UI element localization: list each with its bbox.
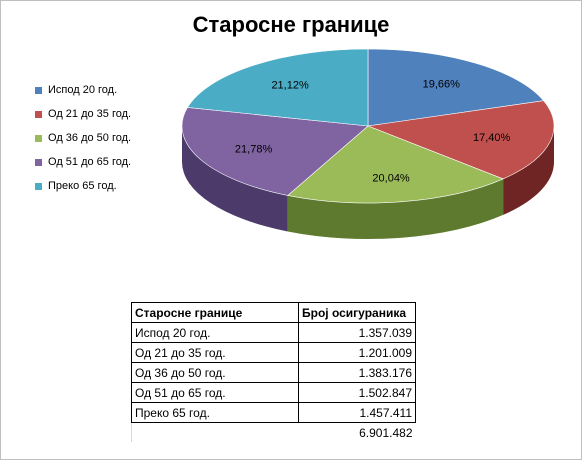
table-cell: Од 21 до 35 год. (131, 342, 299, 363)
legend-label: Од 21 до 35 год. (48, 108, 132, 120)
table-cell: 1.357.039 (298, 322, 416, 343)
legend-swatch (35, 86, 42, 94)
legend: Испод 20 год. Од 21 до 35 год. Од 36 до … (35, 78, 131, 198)
pie-sides (182, 126, 554, 239)
table-total: 6.901.482 (359, 425, 413, 440)
pie-slice-side (503, 126, 554, 215)
table-row: Од 36 до 50 год. 1.383.176 (131, 362, 416, 383)
table-cell: 1.201.009 (298, 342, 416, 363)
table-cell: 1.383.176 (298, 362, 416, 383)
pie-slice (287, 125, 504, 204)
table-row: Испод 20 год. 1.357.039 (131, 322, 416, 343)
table-cell: Испод 20 год. (131, 322, 299, 343)
pie-slices (181, 48, 555, 204)
legend-swatch (35, 158, 42, 166)
column-header: Старосне границе (131, 302, 299, 323)
legend-label: Од 51 до 65 год. (48, 156, 132, 168)
table-cell: Од 36 до 50 год. (131, 362, 299, 383)
data-label: 21,12% (271, 80, 309, 92)
pie-chart: 19,66% 17,40% 20,04% 21,78% 21,12% (181, 48, 555, 239)
table-row: Од 21 до 35 год. 1.201.009 (131, 342, 416, 363)
data-table: Старосне границе Број осигураника Испод … (131, 302, 416, 442)
table-header-row: Старосне границе Број осигураника (131, 302, 416, 323)
legend-item: Испод 20 год. (35, 78, 131, 102)
table-cell: Преко 65 год. (131, 402, 299, 423)
legend-item: Од 21 до 35 год. (35, 102, 131, 126)
legend-label: Од 36 до 50 год. (48, 132, 132, 144)
data-label: 20,04% (372, 172, 410, 184)
table-cell (131, 422, 299, 442)
table-cell: Од 51 до 65 год. (131, 382, 299, 403)
pie-slice (186, 48, 369, 127)
table-row: Преко 65 год. 1.457.411 (131, 402, 416, 423)
legend-label: Испод 20 год. (48, 84, 118, 96)
table-row: Од 51 до 65 год. 1.502.847 (131, 382, 416, 403)
legend-swatch (35, 110, 42, 118)
legend-swatch (35, 134, 42, 142)
legend-item: Од 36 до 50 год. (35, 126, 131, 150)
data-label: 19,66% (423, 78, 461, 90)
chart-title: Старосне границе (192, 12, 390, 37)
pie-slice-side (182, 126, 288, 232)
pie-slice (366, 100, 555, 180)
legend-swatch (35, 182, 42, 190)
data-label: 17,40% (473, 132, 511, 144)
pie-slice (181, 107, 369, 196)
legend-item: Преко 65 год. (35, 174, 131, 198)
pie-slice-side (287, 178, 504, 239)
column-header: Број осигураника (298, 302, 416, 323)
pie-labels: 19,66% 17,40% 20,04% 21,78% 21,12% (235, 78, 511, 184)
table-cell: 1.502.847 (298, 382, 416, 403)
table-total-row: 6.901.482 (131, 422, 416, 442)
legend-label: Преко 65 год. (48, 180, 117, 192)
data-label: 21,78% (235, 143, 273, 155)
table-cell: 1.457.411 (298, 402, 416, 423)
legend-item: Од 51 до 65 год. (35, 150, 131, 174)
